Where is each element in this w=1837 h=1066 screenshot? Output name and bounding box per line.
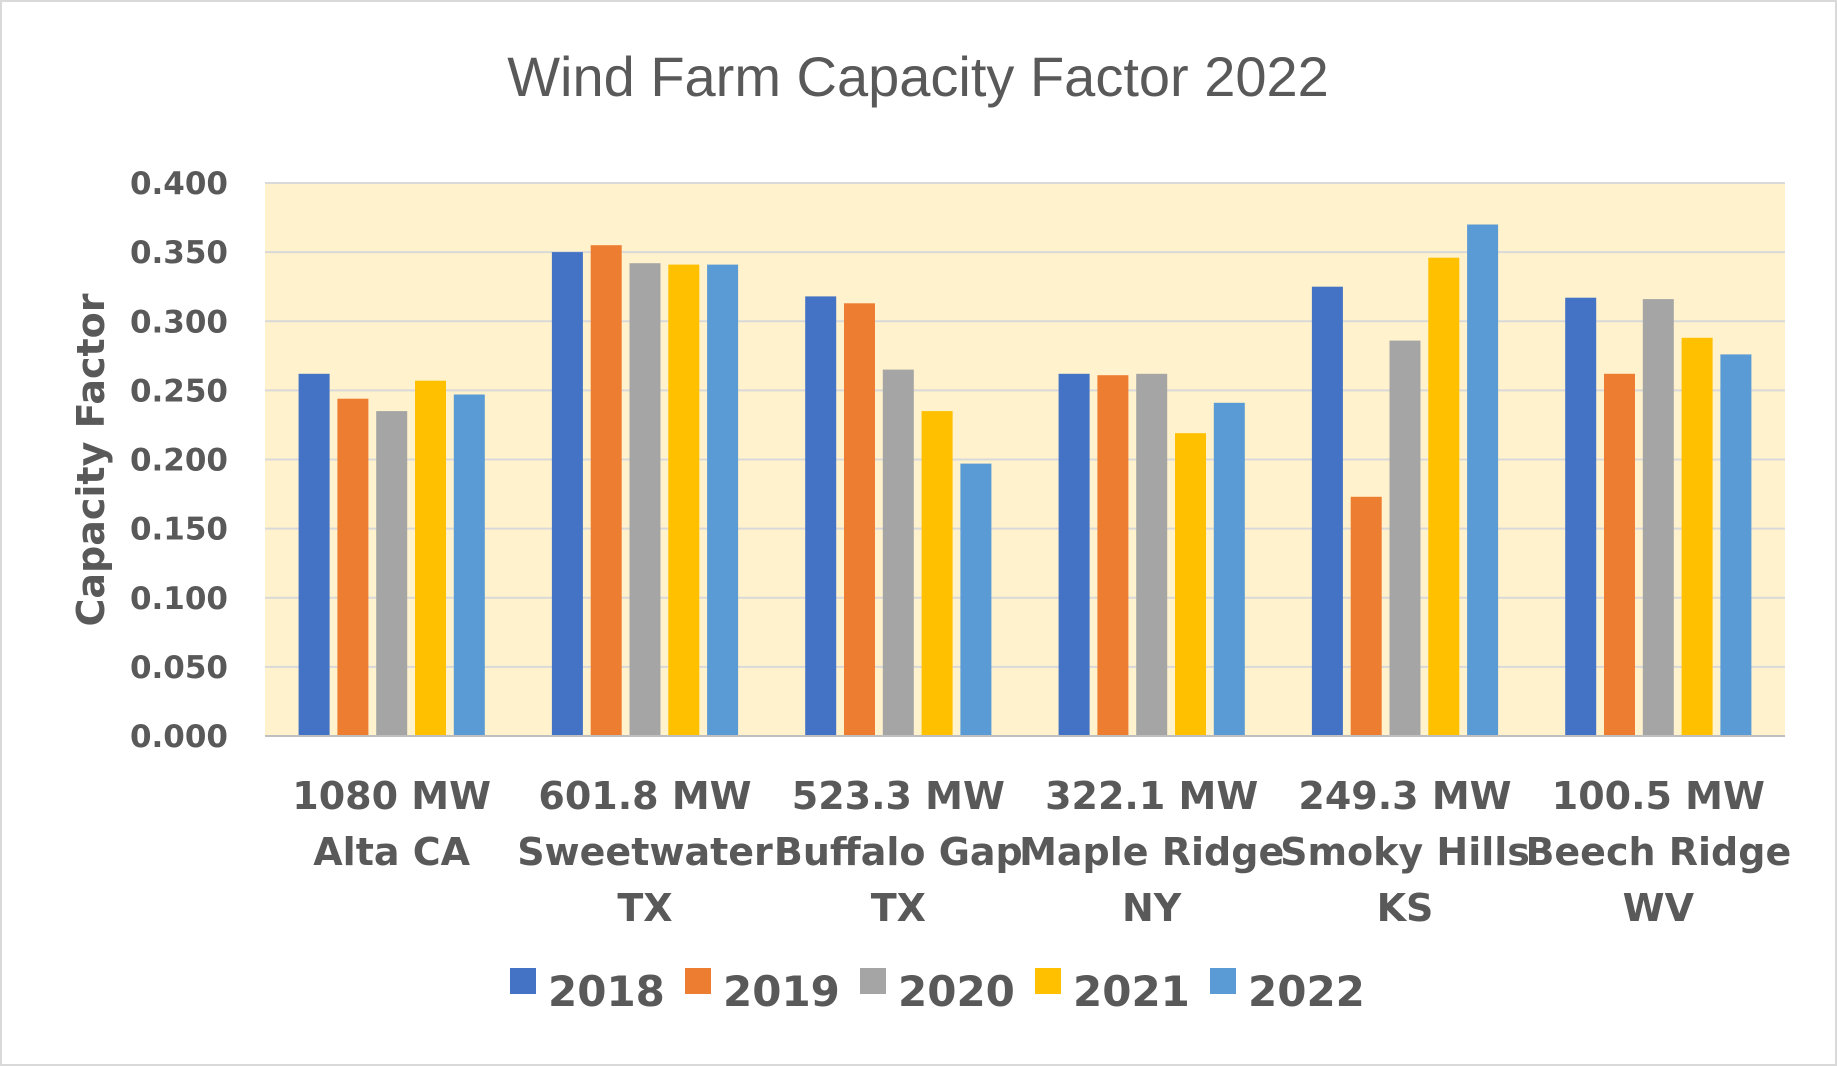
y-tick-label: 0.000 — [130, 719, 228, 755]
y-axis-label: Capacity Factor — [69, 293, 113, 626]
bar-2022 — [707, 264, 739, 736]
legend-label: 2019 — [723, 967, 840, 1016]
x-category-label: 322.1 MW Maple Ridge NY — [1019, 774, 1284, 930]
bar-2021 — [1681, 337, 1713, 736]
y-tick-label: 0.250 — [130, 373, 228, 409]
legend-swatch — [1210, 968, 1236, 994]
bar-2018 — [1565, 297, 1597, 736]
bar-2019 — [844, 303, 875, 736]
y-tick-label: 0.100 — [130, 581, 228, 617]
legend-label: 2021 — [1073, 967, 1190, 1016]
x-category-label: 1080 MW Alta CA — [292, 774, 491, 874]
y-tick-label: 0.400 — [130, 166, 228, 202]
bar-2021 — [415, 380, 446, 736]
y-tick-label: 0.350 — [130, 235, 228, 271]
bar-2021 — [1175, 433, 1206, 736]
bar-2022 — [453, 394, 485, 736]
y-tick-label: 0.050 — [130, 650, 228, 686]
gridlines — [265, 182, 1785, 668]
x-category-label: 249.3 MW Smoky Hills KS — [1280, 774, 1530, 930]
bar-2022 — [960, 463, 992, 736]
bar-2020 — [1642, 299, 1674, 736]
bar-2020 — [1389, 340, 1421, 736]
legend: 2018 2019 2020 2021 2022 — [510, 967, 1365, 1016]
bar-2021 — [1428, 257, 1460, 736]
y-axis-ticks: 0.000 0.050 0.100 0.150 0.200 0.250 0.300 0.350… — [130, 166, 228, 755]
bar-2022 — [1720, 354, 1752, 736]
x-axis-categories: 1080 MW Alta CA 601.8 MW Sweetwater TX523.3 … — [292, 774, 1791, 930]
y-tick-label: 0.200 — [130, 443, 228, 479]
bar-2018 — [298, 373, 330, 736]
bar-2020 — [376, 411, 408, 736]
x-category-label: 523.3 MW Buffalo Gap TX — [774, 774, 1023, 930]
legend-swatch — [510, 968, 536, 994]
bar-2019 — [337, 398, 369, 736]
bar-2019 — [1097, 375, 1129, 736]
legend-label: 2018 — [548, 967, 665, 1016]
bar-2019 — [590, 245, 622, 736]
bar-2018 — [805, 296, 837, 736]
y-tick-label: 0.300 — [130, 304, 228, 340]
bar-2022 — [1213, 402, 1245, 736]
bar-2018 — [551, 252, 583, 736]
y-tick-label: 0.150 — [130, 512, 228, 548]
legend-label: 2020 — [898, 967, 1015, 1016]
bar-2018 — [1058, 373, 1090, 736]
bar-2020 — [629, 263, 661, 736]
bar-2019 — [1350, 496, 1382, 736]
legend-swatch — [1035, 968, 1061, 994]
bar-2021 — [668, 264, 700, 736]
bar-2018 — [1311, 286, 1343, 736]
bars — [298, 224, 1752, 736]
bar-2019 — [1604, 373, 1635, 736]
legend-swatch — [685, 968, 711, 994]
bar-2022 — [1467, 224, 1499, 736]
bar-2020 — [1136, 373, 1168, 736]
legend-swatch — [860, 968, 886, 994]
x-category-label: 601.8 MW Sweetwater TX — [517, 774, 773, 930]
bar-2021 — [921, 411, 953, 736]
legend-label: 2022 — [1248, 967, 1365, 1016]
x-category-label: 100.5 MW Beech Ridge WV — [1525, 774, 1791, 930]
bar-2020 — [882, 369, 914, 736]
chart-title: Wind Farm Capacity Factor 2022 — [507, 45, 1329, 108]
